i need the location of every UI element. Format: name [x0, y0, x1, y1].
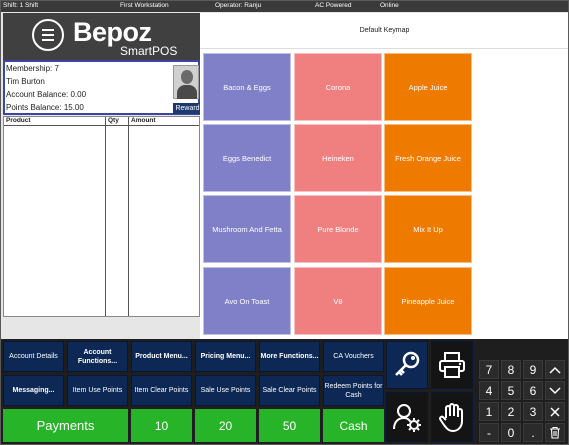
- workstation-status: First Workstation: [120, 2, 169, 9]
- keymap-title: Default Keymap: [359, 27, 410, 34]
- numpad-key-decimal[interactable]: .: [523, 423, 543, 442]
- column-header-product: Product: [6, 117, 31, 124]
- power-status: AC Powered: [315, 2, 352, 9]
- redeem-points-for-cash-button[interactable]: Redeem Points for Cash: [323, 375, 384, 406]
- item-clear-points-button[interactable]: Item Clear Points: [131, 375, 192, 406]
- points-balance: Points Balance: 15.00: [6, 103, 84, 112]
- numpad-key-1[interactable]: 1: [479, 402, 499, 421]
- membership-number: Membership: 7: [6, 64, 59, 73]
- ca-vouchers-button[interactable]: CA Vouchers: [323, 341, 384, 372]
- account-balance: Account Balance: 0.00: [6, 90, 87, 99]
- scroll-down-button[interactable]: [545, 381, 565, 400]
- status-bar: Shift: 1 Shift First Workstation Operato…: [0, 0, 569, 12]
- print-button[interactable]: [431, 341, 473, 389]
- scroll-up-button[interactable]: [545, 360, 565, 379]
- member-panel: Membership: 7 Tim Burton Account Balance…: [3, 60, 202, 115]
- keymap-tile-fresh-orange-juice[interactable]: Fresh Orange Juice: [384, 124, 472, 192]
- user-settings-icon: [393, 404, 421, 432]
- numpad-key-9[interactable]: 9: [523, 360, 543, 379]
- order-table[interactable]: Product Qty Amount: [3, 116, 200, 317]
- cash-10-button[interactable]: 10: [131, 409, 192, 442]
- keymap-tile-mushroom-and-fetta[interactable]: Mushroom And Fetta: [203, 195, 291, 263]
- numpad-key-minus[interactable]: -: [479, 423, 499, 442]
- keymap-tile-bacon-eggs[interactable]: Bacon & Eggs: [203, 53, 291, 121]
- shift-status: Shift: 1 Shift: [3, 2, 39, 9]
- sale-use-points-button[interactable]: Sale Use Points: [195, 375, 256, 406]
- keymap-tile-mix-it-up[interactable]: Mix It Up: [384, 195, 472, 263]
- numpad-key-5[interactable]: 5: [501, 381, 521, 400]
- numpad-key-2[interactable]: 2: [501, 402, 521, 421]
- numpad-key-4[interactable]: 4: [479, 381, 499, 400]
- network-status: Online: [380, 2, 399, 9]
- messaging-button[interactable]: Messaging...: [3, 375, 64, 406]
- chevron-up-icon: [549, 366, 561, 374]
- keymap-tile-corona[interactable]: Corona: [294, 53, 382, 121]
- cash-button[interactable]: Cash: [323, 409, 384, 442]
- keymap-tile-pure-blonde[interactable]: Pure Blonde: [294, 195, 382, 263]
- keymap-tile-apple-juice[interactable]: Apple Juice: [384, 53, 472, 121]
- sale-clear-points-button[interactable]: Sale Clear Points: [259, 375, 320, 406]
- key-button[interactable]: [386, 341, 428, 389]
- column-header-qty: Qty: [108, 117, 119, 124]
- cash-50-button[interactable]: 50: [259, 409, 320, 442]
- numpad-key-7[interactable]: 7: [479, 360, 499, 379]
- member-name: Tim Burton: [6, 77, 45, 86]
- account-functions-button[interactable]: Account Functions...: [67, 341, 128, 372]
- chevron-down-icon: [549, 386, 561, 394]
- numpad-key-6[interactable]: 6: [523, 381, 543, 400]
- numpad-key-0[interactable]: 0: [501, 423, 521, 442]
- numpad-key-8[interactable]: 8: [501, 360, 521, 379]
- trash-icon: [550, 426, 560, 439]
- stop-button[interactable]: [431, 392, 473, 442]
- account-details-button[interactable]: Account Details: [3, 341, 64, 372]
- item-use-points-button[interactable]: Item Use Points: [67, 375, 128, 406]
- reward-button[interactable]: Reward: [173, 103, 202, 114]
- keymap-tile-heineken[interactable]: Heineken: [294, 124, 382, 192]
- keymap-panel: Default Keymap Bacon & Eggs Corona Apple J…: [200, 13, 569, 339]
- operator-status: Operator: Ranju: [215, 2, 262, 9]
- pricing-menu-button[interactable]: Pricing Menu...: [195, 341, 256, 372]
- printer-icon: [439, 352, 465, 378]
- bottom-control-panel: Account Details Account Functions... Pro…: [0, 339, 569, 445]
- delete-button[interactable]: [545, 423, 565, 442]
- logo-subtitle: SmartPOS: [120, 44, 178, 58]
- keymap-tile-avo-on-toast[interactable]: Avo On Toast: [203, 267, 291, 335]
- member-photo: [173, 65, 199, 99]
- key-icon: [395, 351, 420, 376]
- keymap-tile-v8[interactable]: V8: [294, 267, 382, 335]
- hand-stop-icon: [439, 403, 463, 432]
- payments-button[interactable]: Payments: [3, 409, 128, 442]
- clear-button[interactable]: [545, 402, 565, 421]
- more-functions-button[interactable]: More Functions...: [259, 341, 320, 372]
- hamburger-menu-icon[interactable]: [32, 19, 64, 51]
- keymap-tile-eggs-benedict[interactable]: Eggs Benedict: [203, 124, 291, 192]
- logo-name: Bepoz: [73, 17, 152, 47]
- user-settings-button[interactable]: [386, 392, 428, 442]
- app-logo-bar: Bepoz SmartPOS: [3, 13, 200, 60]
- column-header-amount: Amount: [131, 117, 156, 124]
- product-menu-button[interactable]: Product Menu...: [131, 341, 192, 372]
- cash-20-button[interactable]: 20: [195, 409, 256, 442]
- numpad-key-3[interactable]: 3: [523, 402, 543, 421]
- keymap-tile-pineapple-juice[interactable]: Pineapple Juice: [384, 267, 472, 335]
- close-icon: [550, 406, 560, 417]
